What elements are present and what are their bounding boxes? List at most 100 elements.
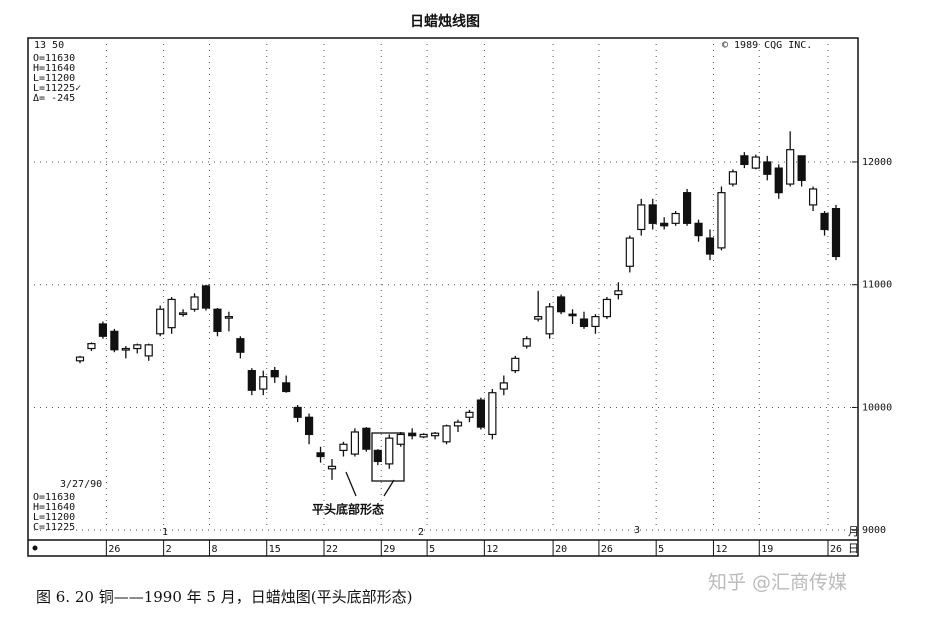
candle-body <box>453 421 463 427</box>
candle-body <box>522 338 531 347</box>
candle-body <box>408 432 417 437</box>
top-left: 13 50 <box>34 40 64 51</box>
candle-body <box>247 370 256 391</box>
copyright: © 1989 CQG INC. <box>722 40 812 51</box>
x-tick-label: 29 <box>383 544 395 555</box>
candle-body <box>660 222 669 227</box>
ohlc-line: O=11630 <box>33 492 75 503</box>
candle-body <box>396 433 405 445</box>
x-tick-label: 12 <box>715 544 727 555</box>
caption: 图 6. 20 铜——1990 年 5 月，日蜡烛图(平头底部形态) <box>36 588 412 606</box>
candle-body <box>786 149 795 185</box>
frame <box>27 37 859 557</box>
candle-body <box>579 318 589 328</box>
candle-body <box>304 416 314 436</box>
candle-body <box>293 406 302 418</box>
ohlc-line: O=11630 <box>33 53 75 64</box>
candle-body <box>213 308 222 332</box>
candle-body <box>476 399 486 428</box>
candle-body <box>602 298 612 318</box>
x-tick-label: 26 <box>601 544 613 555</box>
y-tick-label: 9000 <box>862 525 886 536</box>
candle-body <box>499 382 508 390</box>
candle-body <box>75 356 85 362</box>
candle-body <box>110 330 119 351</box>
candle-body <box>190 296 199 310</box>
candle-body <box>156 308 165 335</box>
x-tick-label: 26 <box>108 544 120 555</box>
day-unit: 日 <box>848 542 859 555</box>
x-tick-label: 19 <box>761 544 773 555</box>
candle-body <box>419 433 428 438</box>
candle-body <box>614 290 623 296</box>
month-label: 3 <box>634 525 640 536</box>
candle-body <box>648 204 657 224</box>
x-tick-label: 15 <box>269 544 281 555</box>
date: 3/27/90 <box>60 479 102 490</box>
candle-body <box>373 449 382 463</box>
candle-body <box>511 357 520 372</box>
ohlc-line: L=11225✓ <box>33 83 81 94</box>
candle-body <box>488 392 497 436</box>
candle-body <box>797 155 806 181</box>
ohlc-line: L=11200 <box>33 512 75 523</box>
candle-body <box>133 344 142 350</box>
candle-body <box>568 313 577 317</box>
candle-body <box>87 343 96 350</box>
candle-body <box>682 192 692 224</box>
candle-body <box>282 382 291 393</box>
y-tick-label: 12000 <box>862 157 892 168</box>
x-tick-label: 5 <box>658 544 664 555</box>
candle-body <box>751 156 760 169</box>
candle-body <box>820 212 829 231</box>
ohlc-line: L=11200 <box>33 73 75 84</box>
candle-body <box>465 411 474 418</box>
candle-body <box>694 222 703 237</box>
annotation: 平头底部形态 <box>312 502 384 517</box>
x-tick-label: 12 <box>486 544 498 555</box>
x-tick-label: 8 <box>211 544 217 555</box>
candle-body <box>591 316 600 328</box>
candle-body <box>717 192 726 249</box>
x-tick-label: 22 <box>326 544 338 555</box>
candle-body <box>430 432 440 437</box>
candle-body <box>808 188 818 206</box>
candle-body <box>350 431 360 455</box>
arrows <box>345 471 395 497</box>
month-label: 1 <box>162 527 168 538</box>
candle-body <box>545 306 554 335</box>
candle-body <box>671 212 680 224</box>
pattern-box <box>371 432 405 482</box>
candle-body <box>339 443 348 452</box>
candle-body <box>740 155 749 166</box>
candle-body <box>259 376 268 390</box>
candle-body <box>98 323 108 337</box>
x-tick-label: 2 <box>166 544 172 555</box>
candle-body <box>442 425 451 443</box>
x-tick-label: 26 <box>830 544 842 555</box>
watermark: 知乎 @汇商传媒 <box>708 572 847 594</box>
candle-body <box>774 167 783 194</box>
x-tick-label: 5 <box>429 544 435 555</box>
candle-body <box>556 296 566 313</box>
y-tick-label: 11000 <box>862 280 892 291</box>
candle-body <box>178 312 188 316</box>
ohlc-line: H=11640 <box>33 502 75 513</box>
candle-body <box>705 237 715 255</box>
candle-body <box>534 316 543 320</box>
candle-body <box>121 347 130 351</box>
candle-body <box>167 298 176 329</box>
y-tick-label: 10000 <box>862 402 892 413</box>
ohlc-line: Δ= -245 <box>33 93 75 104</box>
candle-body <box>201 285 211 309</box>
candle-body <box>728 171 738 185</box>
candle-body <box>236 338 245 353</box>
x-tick-label: 20 <box>555 544 567 555</box>
ohlc-line: C=11225 <box>33 522 75 533</box>
candle-body <box>763 161 772 175</box>
ohlc-line: H=11640 <box>33 63 75 74</box>
candle-body <box>637 204 646 231</box>
